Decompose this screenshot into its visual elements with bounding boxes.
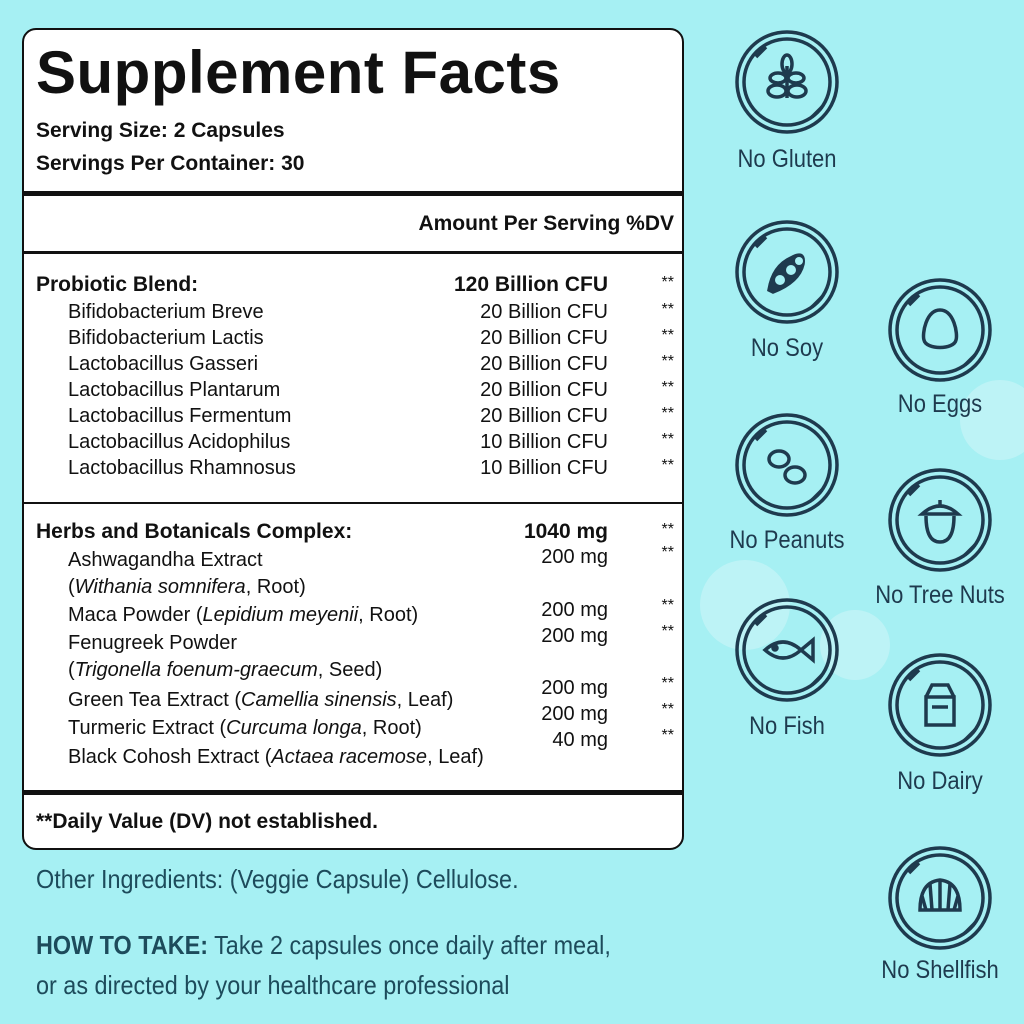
ingredient-latin: Trigonella foenum-graecum xyxy=(74,659,318,681)
ingredient-amount: 40 mg xyxy=(552,729,608,751)
badge-label: No Dairy xyxy=(897,767,983,795)
wheat-icon xyxy=(735,30,839,134)
ingredient-dv: ** xyxy=(661,301,674,318)
ingredient-latin: Camellia sinensis xyxy=(241,689,397,711)
peanut-icon xyxy=(735,413,839,517)
serving-size: Serving Size: 2 Capsules xyxy=(36,119,285,142)
ingredient-name: Lactobacillus Rhamnosus xyxy=(68,457,296,479)
ingredient-dv: ** xyxy=(661,431,674,448)
herb-line: (Withania somnifera, Root) xyxy=(68,576,306,598)
shell-icon xyxy=(888,846,992,950)
ingredient-latin: Lepidium meyenii xyxy=(202,604,359,626)
ingredient-amount: 20 Billion CFU xyxy=(480,327,608,349)
ingredient-dv: ** xyxy=(661,623,674,640)
supplement-facts-panel: Supplement Facts Serving Size: 2 Capsule… xyxy=(22,28,684,850)
divider xyxy=(24,191,682,196)
ingredient-amount: 10 Billion CFU xyxy=(480,431,608,453)
egg-icon xyxy=(888,278,992,382)
ingredient-part: Seed xyxy=(328,659,376,681)
ingredient-dv: ** xyxy=(661,379,674,396)
column-header: Amount Per Serving %DV xyxy=(418,212,674,235)
probiotic-blend-dv: ** xyxy=(661,274,674,291)
decorative-flower xyxy=(820,610,890,680)
ingredient-name: Bifidobacterium Breve xyxy=(68,301,264,323)
herb-line: Black Cohosh Extract (Actaea racemose, L… xyxy=(68,746,484,768)
ingredient-name: Black Cohosh Extract xyxy=(68,746,260,768)
herb-line: Turmeric Extract (Curcuma longa, Root) xyxy=(68,717,422,739)
herb-line: Maca Powder (Lepidium meyenii, Root) xyxy=(68,604,419,626)
ingredient-name: Bifidobacterium Lactis xyxy=(68,327,264,349)
ingredient-name: Fenugreek Powder xyxy=(68,632,237,654)
ingredient-part: Root xyxy=(256,576,300,598)
ingredient-amount: 20 Billion CFU xyxy=(480,405,608,427)
badge-label: No Tree Nuts xyxy=(875,581,1005,609)
fish-icon xyxy=(735,598,839,702)
herbs-complex-amount: 1040 mg xyxy=(523,520,608,543)
divider xyxy=(24,790,682,795)
ingredient-amount: 200 mg xyxy=(541,677,608,699)
ingredient-latin: Withania somnifera xyxy=(74,576,246,598)
ingredient-part: Root xyxy=(372,717,416,739)
ingredient-name: Lactobacillus Plantarum xyxy=(68,379,281,401)
how-to-take-line2: or as directed by your healthcare profes… xyxy=(36,970,510,1000)
acorn-icon xyxy=(888,468,992,572)
probiotic-blend-amount: 120 Billion CFU xyxy=(453,273,608,296)
how-to-take-line1: HOW TO TAKE: Take 2 capsules once daily … xyxy=(36,930,611,961)
ingredient-amount: 20 Billion CFU xyxy=(480,379,608,401)
ingredient-name: Turmeric Extract xyxy=(68,717,214,739)
ingredient-amount: 200 mg xyxy=(541,703,608,725)
probiotic-blend-name: Probiotic Blend: xyxy=(36,273,199,296)
servings-per-container: Servings Per Container: 30 xyxy=(36,152,305,175)
badge-label: No Fish xyxy=(749,712,825,740)
herbs-complex-name: Herbs and Botanicals Complex: xyxy=(36,520,353,543)
milk-carton-icon xyxy=(888,653,992,757)
ingredient-name: Lactobacillus Fermentum xyxy=(68,405,292,427)
ingredient-amount: 10 Billion CFU xyxy=(480,457,608,479)
ingredient-part: Leaf xyxy=(407,689,447,711)
badge-label: No Peanuts xyxy=(729,526,845,554)
divider xyxy=(24,251,682,254)
herb-line: (Trigonella foenum-graecum, Seed) xyxy=(68,659,383,681)
divider xyxy=(24,502,682,504)
facts-title: Supplement Facts xyxy=(36,39,561,106)
herb-line: Fenugreek Powder xyxy=(68,631,237,655)
badge-label: No Shellfish xyxy=(881,956,999,984)
how-to-take-text: Take 2 capsules once daily after meal, xyxy=(208,930,611,960)
ingredient-name: Green Tea Extract xyxy=(68,689,229,711)
ingredient-dv: ** xyxy=(661,675,674,692)
ingredient-amount: 200 mg xyxy=(541,625,608,647)
dv-footnote: **Daily Value (DV) not established. xyxy=(36,810,378,833)
badge-label: No Soy xyxy=(750,334,824,362)
ingredient-dv: ** xyxy=(661,544,674,561)
ingredient-latin: Curcuma longa xyxy=(226,717,362,739)
ingredient-dv: ** xyxy=(661,353,674,370)
ingredient-name: Lactobacillus Gasseri xyxy=(68,353,259,375)
ingredient-part: Root xyxy=(369,604,412,626)
ingredient-dv: ** xyxy=(661,701,674,718)
decorative-flower xyxy=(960,380,1024,460)
ingredient-name: Maca Powder xyxy=(68,604,191,626)
ingredient-dv: ** xyxy=(661,727,674,744)
ingredient-amount: 20 Billion CFU xyxy=(480,353,608,375)
other-ingredients: Other Ingredients: (Veggie Capsule) Cell… xyxy=(36,864,519,894)
ingredient-part: Leaf xyxy=(438,746,478,768)
ingredient-name: Ashwagandha Extract xyxy=(68,549,263,571)
herbs-complex-dv: ** xyxy=(661,521,674,538)
badge-label: No Eggs xyxy=(897,390,983,418)
ingredient-name: Lactobacillus Acidophilus xyxy=(68,431,291,453)
ingredient-latin: Actaea racemose xyxy=(271,746,428,768)
ingredient-amount: 200 mg xyxy=(541,599,608,621)
ingredient-amount: 200 mg xyxy=(541,546,608,568)
herb-line: Green Tea Extract (Camellia sinensis, Le… xyxy=(68,689,454,711)
badge-label: No Gluten xyxy=(737,145,837,173)
ingredient-dv: ** xyxy=(661,597,674,614)
ingredient-dv: ** xyxy=(661,457,674,474)
ingredient-amount: 20 Billion CFU xyxy=(480,301,608,323)
how-to-take-label: HOW TO TAKE: xyxy=(36,930,209,960)
ingredient-dv: ** xyxy=(661,405,674,422)
herb-line: Ashwagandha Extract xyxy=(68,548,263,572)
soybean-icon xyxy=(735,220,839,324)
ingredient-dv: ** xyxy=(661,327,674,344)
